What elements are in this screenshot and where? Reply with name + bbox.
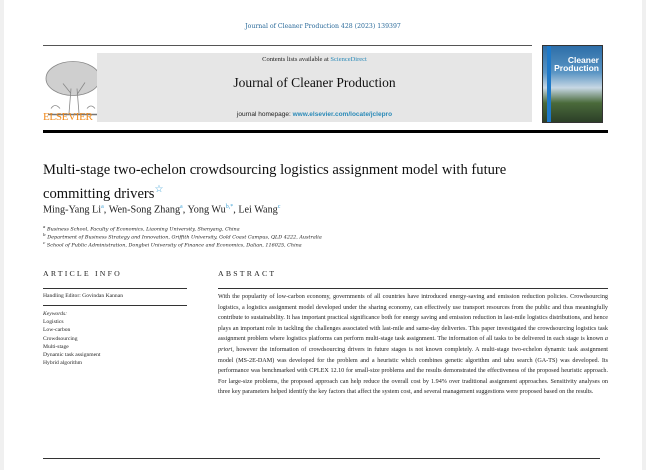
author-name[interactable]: Yong Wu xyxy=(187,204,226,216)
keyword: Dynamic task assignment xyxy=(43,352,101,359)
sciencedirect-link[interactable]: ScienceDirect xyxy=(330,56,367,63)
homepage-line: journal homepage: www.elsevier.com/locat… xyxy=(97,111,532,118)
journal-masthead xyxy=(97,53,532,122)
homepage-prefix: journal homepage: xyxy=(236,111,293,118)
author-name[interactable]: Ming-Yang Li xyxy=(43,204,102,216)
title-footnote-star-icon[interactable]: ☆ xyxy=(154,184,164,195)
journal-reference[interactable]: Journal of Cleaner Production 428 (2023)… xyxy=(245,23,401,30)
keyword: Crowdsourcing xyxy=(43,335,78,342)
contents-line: Contents lists available at ScienceDirec… xyxy=(97,56,532,63)
handling-editor: Handling Editor: Govindan Kannan xyxy=(43,293,124,299)
abstract-text: With the popularity of low-carbon econom… xyxy=(218,294,608,396)
divider xyxy=(43,288,187,289)
author-affiliation-mark[interactable]: a xyxy=(101,204,104,210)
journal-title: Journal of Cleaner Production xyxy=(233,75,396,90)
divider xyxy=(43,305,187,306)
header-divider xyxy=(43,130,608,133)
divider xyxy=(218,288,608,289)
cover-title: Cleaner Production xyxy=(554,55,599,73)
elsevier-wordmark: ELSEVIER xyxy=(43,111,93,123)
divider xyxy=(43,458,600,459)
keyword: Logistics xyxy=(43,319,64,326)
affiliation: c School of Public Administration, Dongb… xyxy=(43,240,302,249)
keyword: Hybrid algorithm xyxy=(43,360,82,367)
keyword: Multi-stage xyxy=(43,343,69,350)
affiliation: a Business School, Faculty of Economics,… xyxy=(43,224,240,233)
journal-cover-image[interactable]: Cleaner Production xyxy=(542,45,603,123)
author-name[interactable]: Wen-Song Zhang xyxy=(108,204,181,216)
author-name[interactable]: Lei Wang xyxy=(238,204,278,216)
keywords-list: Keywords: Logistics Low-carbon Crowdsour… xyxy=(43,310,100,367)
author-affiliation-mark[interactable]: c xyxy=(277,204,281,210)
author-list: Ming-Yang Lia, Wen-Song Zhanga, Yong Wub… xyxy=(43,204,281,216)
cover-stripe xyxy=(547,46,551,122)
article-info-heading: ARTICLE INFO xyxy=(43,269,122,278)
affiliation: b Department of Business Strategy and In… xyxy=(43,232,322,241)
divider xyxy=(43,45,532,46)
article-title-text: Multi-stage two-echelon crowdsourcing lo… xyxy=(43,162,507,202)
homepage-link[interactable]: www.elsevier.com/locate/jclepro xyxy=(292,111,393,118)
keywords-label: Keywords: xyxy=(43,311,68,317)
keyword: Low-carbon xyxy=(43,327,71,334)
author-affiliation-mark[interactable]: b,* xyxy=(225,204,234,210)
article-title: Multi-stage two-echelon crowdsourcing lo… xyxy=(43,161,563,204)
abstract-heading: ABSTRACT xyxy=(218,269,277,278)
author-affiliation-mark[interactable]: a xyxy=(180,204,183,210)
contents-prefix: Contents lists available at xyxy=(262,56,331,63)
